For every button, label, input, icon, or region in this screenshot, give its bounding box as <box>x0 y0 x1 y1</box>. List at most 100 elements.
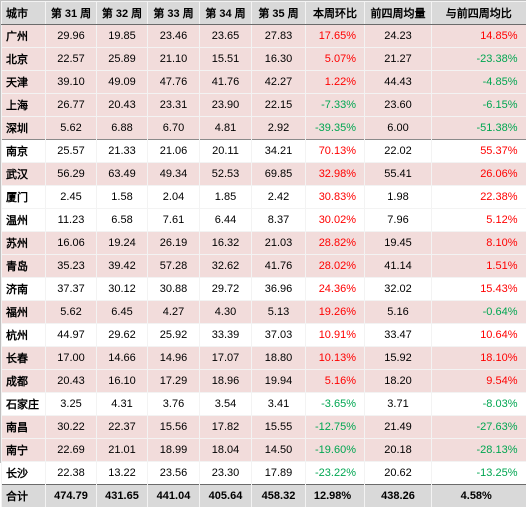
col-header-vs-four-week-average: 与前四周均比 <box>432 2 526 25</box>
four-week-average: 20.62 <box>365 462 432 485</box>
week-34-value: 33.39 <box>200 324 252 347</box>
week-34-value: 4.81 <box>200 117 252 140</box>
week-33-value: 25.92 <box>148 324 200 347</box>
week-34-value: 32.62 <box>200 255 252 278</box>
week-over-week-change: 10.13% <box>306 347 365 370</box>
vs-four-week-average-change: 8.10% <box>432 232 526 255</box>
total-week-32: 431.65 <box>97 485 148 507</box>
vs-four-week-average-change: -13.25% <box>432 462 526 485</box>
city-name: 武汉 <box>2 163 46 186</box>
four-week-average: 20.18 <box>365 439 432 462</box>
week-32-value: 30.12 <box>97 278 148 301</box>
week-32-value: 63.49 <box>97 163 148 186</box>
week-32-value: 29.62 <box>97 324 148 347</box>
week-over-week-change: 28.82% <box>306 232 365 255</box>
week-32-value: 4.31 <box>97 393 148 416</box>
week-over-week-change: 10.91% <box>306 324 365 347</box>
vs-four-week-average-change: -4.85% <box>432 71 526 94</box>
col-header-week-31: 第 31 周 <box>46 2 97 25</box>
week-34-value: 1.85 <box>200 186 252 209</box>
vs-four-week-average-change: 5.12% <box>432 209 526 232</box>
total-four-week-average: 438.26 <box>365 485 432 507</box>
week-34-value: 16.32 <box>200 232 252 255</box>
four-week-average: 55.41 <box>365 163 432 186</box>
city-name: 石家庄 <box>2 393 46 416</box>
week-33-value: 7.61 <box>148 209 200 232</box>
week-33-value: 18.99 <box>148 439 200 462</box>
week-35-value: 19.94 <box>252 370 306 393</box>
vs-four-week-average-change: 55.37% <box>432 140 526 163</box>
week-31-value: 11.23 <box>46 209 97 232</box>
week-31-value: 20.43 <box>46 370 97 393</box>
week-32-value: 25.89 <box>97 48 148 71</box>
week-32-value: 16.10 <box>97 370 148 393</box>
total-row: 合计 474.79 431.65 441.04 405.64 458.32 12… <box>2 485 526 507</box>
col-header-city: 城市 <box>2 2 46 25</box>
week-31-value: 22.57 <box>46 48 97 71</box>
week-33-value: 26.19 <box>148 232 200 255</box>
total-week-33: 441.04 <box>148 485 200 507</box>
four-week-average: 18.20 <box>365 370 432 393</box>
col-header-four-week-average: 前四周均量 <box>365 2 432 25</box>
week-32-value: 19.85 <box>97 25 148 48</box>
week-over-week-change: 5.16% <box>306 370 365 393</box>
week-34-value: 29.72 <box>200 278 252 301</box>
week-over-week-change: 1.22% <box>306 71 365 94</box>
total-vs-four-week-average: 4.58% <box>432 485 526 507</box>
vs-four-week-average-change: 10.64% <box>432 324 526 347</box>
week-33-value: 23.56 <box>148 462 200 485</box>
week-32-value: 20.43 <box>97 94 148 117</box>
week-32-value: 6.88 <box>97 117 148 140</box>
week-32-value: 19.24 <box>97 232 148 255</box>
city-name: 南京 <box>2 140 46 163</box>
city-weekly-table-page: 城市 第 31 周 第 32 周 第 33 周 第 34 周 第 35 周 本周… <box>0 0 526 463</box>
week-33-value: 4.27 <box>148 301 200 324</box>
week-32-value: 1.58 <box>97 186 148 209</box>
vs-four-week-average-change: -51.38% <box>432 117 526 140</box>
week-31-value: 39.10 <box>46 71 97 94</box>
week-31-value: 35.23 <box>46 255 97 278</box>
col-header-week-33: 第 33 周 <box>148 2 200 25</box>
city-name: 南昌 <box>2 416 46 439</box>
week-33-value: 2.04 <box>148 186 200 209</box>
week-32-value: 13.22 <box>97 462 148 485</box>
four-week-average: 32.02 <box>365 278 432 301</box>
vs-four-week-average-change: 9.54% <box>432 370 526 393</box>
week-33-value: 30.88 <box>148 278 200 301</box>
week-35-value: 41.76 <box>252 255 306 278</box>
week-34-value: 17.07 <box>200 347 252 370</box>
week-35-value: 22.15 <box>252 94 306 117</box>
vs-four-week-average-change: -8.03% <box>432 393 526 416</box>
four-week-average: 3.71 <box>365 393 432 416</box>
vs-four-week-average-change: 1.51% <box>432 255 526 278</box>
vs-four-week-average-change: -23.38% <box>432 48 526 71</box>
city-name: 厦门 <box>2 186 46 209</box>
week-31-value: 2.45 <box>46 186 97 209</box>
vs-four-week-average-change: -0.64% <box>432 301 526 324</box>
week-33-value: 17.29 <box>148 370 200 393</box>
week-34-value: 17.82 <box>200 416 252 439</box>
city-name: 长沙 <box>2 462 46 485</box>
week-31-value: 22.38 <box>46 462 97 485</box>
week-35-value: 18.80 <box>252 347 306 370</box>
week-34-value: 41.76 <box>200 71 252 94</box>
city-name: 上海 <box>2 94 46 117</box>
week-31-value: 17.00 <box>46 347 97 370</box>
week-31-value: 25.57 <box>46 140 97 163</box>
week-34-value: 15.51 <box>200 48 252 71</box>
week-over-week-change: -7.33% <box>306 94 365 117</box>
week-32-value: 6.45 <box>97 301 148 324</box>
four-week-average: 41.14 <box>365 255 432 278</box>
week-31-value: 37.37 <box>46 278 97 301</box>
week-35-value: 69.85 <box>252 163 306 186</box>
